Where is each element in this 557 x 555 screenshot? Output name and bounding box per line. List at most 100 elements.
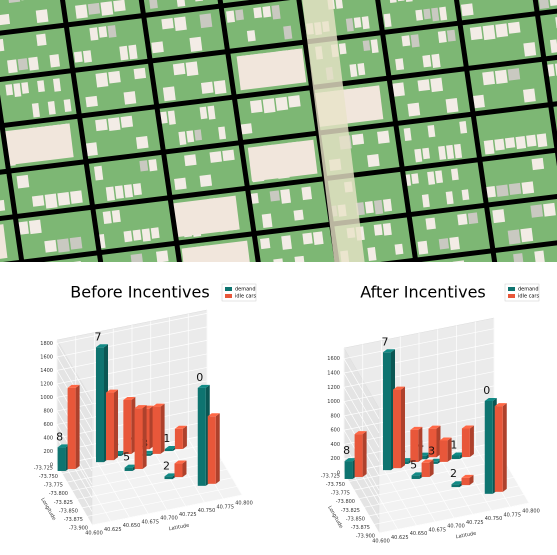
bar-top [484,397,497,401]
bar [393,386,405,469]
building [483,139,495,155]
building [156,250,169,262]
x-tick-label: 40.625 [391,535,409,541]
bar-front [411,475,420,479]
building [100,1,114,16]
building [123,184,134,198]
building [273,258,284,262]
building [52,78,62,92]
cluster-label: 7 [95,330,102,343]
building [507,21,521,34]
building [162,86,176,102]
y-tick-label: 400 [330,442,340,448]
street [0,175,557,262]
bar [494,403,507,492]
building [536,133,548,148]
grid-line [378,502,530,534]
building [421,194,430,208]
bar-side [401,386,405,469]
x-tick-label: 40.800 [522,509,540,515]
bar-side [502,403,507,492]
building [89,27,99,41]
building [209,151,223,163]
building [44,239,57,253]
building [351,133,365,146]
avenue [289,0,376,262]
bar-side [418,426,423,462]
building [63,99,72,113]
building [151,41,164,54]
y-tick-label: 800 [330,413,340,419]
building [31,103,40,118]
building [186,130,195,143]
cluster-label: 0 [483,384,490,397]
building [457,213,468,226]
building [373,199,384,215]
building [5,84,14,96]
bar-top [451,481,464,485]
building [534,250,545,262]
building [13,83,22,97]
y-tick-label: 0 [337,471,340,477]
street [0,38,557,144]
z-tick-label: -73.875 [64,517,83,523]
building [403,127,412,142]
building [543,202,556,217]
building [446,29,456,42]
building [105,186,115,201]
bar-front [134,408,143,469]
bar-front [96,347,104,463]
x-tick-label: 40.725 [179,512,197,518]
building [549,39,557,53]
building [496,184,509,197]
building [472,94,485,109]
legend-swatch [508,287,515,291]
building [249,99,263,114]
grid-line [358,468,510,500]
building [111,209,121,223]
bar-front [106,392,114,461]
y-tick-label: 1000 [327,399,340,405]
building [70,190,83,204]
building [495,23,509,38]
building [283,25,293,40]
building [133,67,147,80]
bar-side [114,389,118,461]
building [261,213,273,228]
bar-front [152,406,161,454]
bar-front [344,461,353,479]
building [430,77,444,93]
building [271,4,281,20]
building [73,51,83,63]
bar-front [484,400,493,494]
bar-front [451,484,460,488]
bar-top [134,405,147,409]
y-tick-label: 200 [330,456,340,462]
x-axis-label: Latitude [455,531,476,541]
building [423,8,431,20]
building [199,13,213,29]
building [189,36,203,52]
building [120,115,134,128]
bar-top [383,349,395,353]
x-tick-label: 40.675 [142,519,160,525]
building [102,211,112,225]
x-tick-label: 40.750 [198,508,216,514]
building [414,148,423,163]
building [98,26,108,38]
bar-side [447,437,452,462]
bar-top [123,396,136,400]
building [280,189,291,204]
building [367,153,380,168]
z-tick-label: -73.825 [341,508,360,514]
building [508,182,522,196]
building [445,97,459,113]
x-tick-label: 40.650 [410,531,428,537]
building [167,110,176,125]
bar-side [182,425,187,450]
x-tick-label: 40.750 [485,516,503,522]
park-patch [4,123,74,166]
building [302,232,313,245]
y-tick-label: 600 [43,422,53,428]
